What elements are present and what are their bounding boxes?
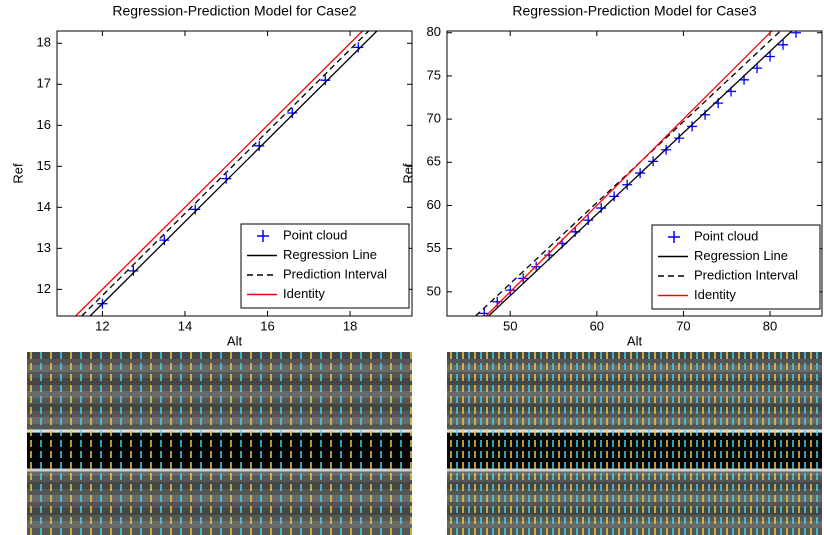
point <box>687 121 698 132</box>
x-tick-label: 12 <box>95 318 109 333</box>
legend-label: Point cloud <box>283 227 347 242</box>
image-texture <box>27 482 412 489</box>
legend-symbol <box>257 230 269 242</box>
line <box>75 31 363 316</box>
y-tick-label: 18 <box>37 35 51 50</box>
point <box>159 235 170 246</box>
image-texture <box>447 495 822 502</box>
point <box>353 42 364 53</box>
x-tick-label: 70 <box>676 318 690 333</box>
point <box>320 75 331 86</box>
plot-clip <box>475 31 802 316</box>
plot-frame <box>56 30 413 317</box>
image-texture <box>447 469 822 476</box>
legend-symbol <box>668 231 680 243</box>
image-texture <box>447 391 822 398</box>
point <box>778 39 789 50</box>
image-texture <box>27 508 412 515</box>
y-tick-label: 75 <box>427 67 441 82</box>
y-tick-label: 16 <box>37 117 51 132</box>
image-texture <box>27 417 412 424</box>
image-texture <box>447 352 822 359</box>
legend-label: Prediction Interval <box>694 267 798 282</box>
line <box>81 31 370 316</box>
image-texture <box>447 482 822 489</box>
point <box>505 285 516 296</box>
y-tick-label: 80 <box>427 24 441 39</box>
y-tick-label: 14 <box>37 199 51 214</box>
image-texture <box>447 508 822 515</box>
image-texture <box>27 391 412 398</box>
point <box>622 179 633 190</box>
x-tick-label: 80 <box>763 318 777 333</box>
chart-title: Regression-Prediction Model for Case3 <box>512 3 757 19</box>
point <box>221 173 232 184</box>
image-texture <box>447 378 822 385</box>
legend-label: Identity <box>283 286 325 301</box>
y-tick-label: 12 <box>37 281 51 296</box>
y-tick-label: 70 <box>427 111 441 126</box>
plot-frame <box>446 30 823 317</box>
y-axis-label: Ref <box>400 163 415 184</box>
y-tick-label: 15 <box>37 158 51 173</box>
point <box>254 140 265 151</box>
point <box>190 204 201 215</box>
point <box>791 31 802 38</box>
x-tick-label: 50 <box>503 318 517 333</box>
legend-label: Point cloud <box>694 228 758 243</box>
image-band <box>447 433 822 469</box>
line <box>89 31 378 316</box>
point <box>596 203 607 214</box>
point <box>583 215 594 226</box>
x-axis-label: Alt <box>227 333 243 348</box>
image-texture <box>27 365 412 372</box>
image-texture <box>447 521 822 528</box>
chart-title: Regression-Prediction Model for Case2 <box>112 3 357 19</box>
legend-label: Regression Line <box>283 247 377 262</box>
image-texture <box>27 378 412 385</box>
point <box>128 265 139 276</box>
line <box>485 31 773 316</box>
x-tick-label: 14 <box>178 318 192 333</box>
image-texture <box>27 352 412 359</box>
point <box>609 191 620 202</box>
legend-label: Identity <box>694 287 736 302</box>
image-texture <box>447 365 822 372</box>
image-texture <box>27 469 412 476</box>
image-texture <box>27 495 412 502</box>
point <box>674 133 685 144</box>
image-texture <box>447 404 822 411</box>
x-axis-label: Alt <box>627 333 643 348</box>
image-band <box>27 433 412 469</box>
y-tick-label: 65 <box>427 154 441 169</box>
y-tick-label: 17 <box>37 76 51 91</box>
plot-clip <box>75 31 378 316</box>
legend-label: Prediction Interval <box>283 266 387 281</box>
y-tick-label: 13 <box>37 240 51 255</box>
y-tick-label: 50 <box>427 283 441 298</box>
image-texture <box>447 417 822 424</box>
y-tick-label: 60 <box>427 197 441 212</box>
y-axis-label: Ref <box>10 163 25 184</box>
x-tick-label: 16 <box>260 318 274 333</box>
x-tick-label: 60 <box>590 318 604 333</box>
legend-label: Regression Line <box>694 248 788 263</box>
image-texture <box>27 521 412 528</box>
y-tick-label: 55 <box>427 240 441 255</box>
x-tick-label: 18 <box>343 318 357 333</box>
line <box>488 31 793 316</box>
point <box>287 108 298 119</box>
point <box>765 51 776 62</box>
point <box>752 63 763 74</box>
point <box>479 308 490 316</box>
image-texture <box>27 404 412 411</box>
